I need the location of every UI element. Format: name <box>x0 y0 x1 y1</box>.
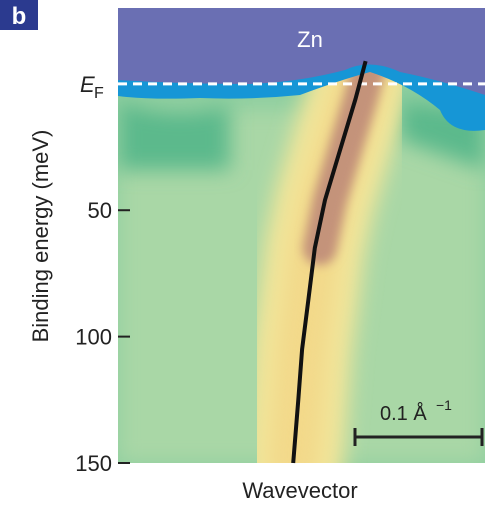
y-axis-label: Binding energy (meV) <box>28 130 53 343</box>
panel-label-box <box>0 0 38 30</box>
fermi-label: E <box>80 72 95 97</box>
chart-layer: E F 50 100 150 0.1 Å −1 <box>75 60 485 476</box>
region-label: Zn <box>297 27 323 52</box>
scale-bar-superscript: −1 <box>436 397 452 413</box>
dispersion-line <box>291 60 368 464</box>
y-tick-label: 50 <box>88 198 112 223</box>
x-axis-label: Wavevector <box>242 478 357 503</box>
band-peak <box>302 44 388 266</box>
y-tick-label: 150 <box>75 451 112 476</box>
scale-bar-label: 0.1 Å <box>380 402 427 425</box>
fermi-label-subscript: F <box>94 85 104 102</box>
intensity-map <box>118 8 485 463</box>
panel-label: b <box>12 3 27 30</box>
y-tick-label: 100 <box>75 325 112 350</box>
